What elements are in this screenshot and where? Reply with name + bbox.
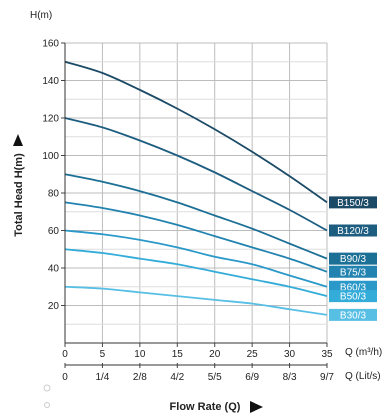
y-tick-label: 60 bbox=[48, 226, 60, 237]
series-label: B50/3 bbox=[329, 290, 377, 303]
series-line bbox=[64, 285, 328, 316]
x-tick-label: 5 bbox=[100, 349, 106, 360]
x-tick-label-secondary: 5/5 bbox=[208, 372, 222, 383]
decorative-dot-icon bbox=[44, 402, 50, 408]
x-tick-label: 0 bbox=[62, 349, 68, 360]
series-lines bbox=[64, 60, 328, 316]
series-label-text: B120/3 bbox=[337, 226, 369, 237]
x-tick-label: 20 bbox=[209, 349, 221, 360]
x-tick-label: 25 bbox=[247, 349, 259, 360]
series-label-box bbox=[329, 196, 377, 209]
series-label: B150/3 bbox=[329, 196, 377, 209]
y-unit-label: H(m) bbox=[30, 10, 52, 21]
series-label-box bbox=[329, 224, 377, 237]
grid-lines bbox=[64, 42, 328, 344]
series-label-box bbox=[329, 280, 377, 293]
series-line bbox=[64, 201, 328, 273]
axes bbox=[61, 42, 328, 368]
x-tick-label: 30 bbox=[284, 349, 296, 360]
tick-labels: 0 0 5 1/4 10 2/8 15 4/2 20 5/5 25 6/9 30 8/3 35 9/7 20 40… bbox=[42, 39, 334, 384]
series-label-box bbox=[329, 265, 377, 278]
x-tick-label-secondary: 8/3 bbox=[283, 372, 297, 383]
x-unit-label-m3h: Q (m³/h) bbox=[345, 347, 382, 358]
x-tick-label-secondary: 0 bbox=[62, 372, 68, 383]
y-tick-label: 100 bbox=[42, 151, 59, 162]
series-label: B120/3 bbox=[329, 224, 377, 237]
x-unit-label-lits: Q (Lit/s) bbox=[345, 371, 381, 382]
x-tick-label-secondary: 4/2 bbox=[170, 372, 184, 383]
y-tick-label: 140 bbox=[42, 76, 59, 87]
series-label: B75/3 bbox=[329, 265, 377, 278]
series-line bbox=[64, 173, 328, 260]
x-tick-label-secondary: 9/7 bbox=[320, 372, 334, 383]
series-line bbox=[64, 117, 328, 232]
series-label-box bbox=[329, 252, 377, 265]
y-tick-label: 120 bbox=[42, 114, 59, 125]
y-tick-label: 80 bbox=[48, 189, 60, 200]
series-label-text: B50/3 bbox=[340, 292, 367, 303]
series-label: B30/3 bbox=[329, 308, 377, 321]
series-line bbox=[64, 229, 328, 288]
x-axis-arrow-icon bbox=[250, 401, 263, 413]
series-label-box bbox=[329, 290, 377, 303]
series-line bbox=[64, 248, 328, 297]
series-line bbox=[64, 60, 328, 204]
series-label-text: B150/3 bbox=[337, 198, 369, 209]
x-tick-label-secondary: 2/8 bbox=[133, 372, 147, 383]
y-axis-arrow-icon bbox=[13, 134, 23, 146]
series-label-text: B90/3 bbox=[340, 254, 367, 265]
x-tick-label: 10 bbox=[134, 349, 146, 360]
x-tick-label: 35 bbox=[321, 349, 333, 360]
y-axis-title: Total Head H(m) bbox=[13, 153, 25, 237]
series-label: B60/3 bbox=[329, 280, 377, 293]
decorative-dot-icon bbox=[43, 384, 51, 392]
x-tick-label: 15 bbox=[172, 349, 184, 360]
series-label: B90/3 bbox=[329, 252, 377, 265]
y-tick-label: 20 bbox=[48, 301, 60, 312]
series-label-box bbox=[329, 308, 377, 321]
x-axis-title: Flow Rate (Q) bbox=[170, 401, 241, 413]
y-tick-label: 40 bbox=[48, 264, 60, 275]
x-tick-label-secondary: 1/4 bbox=[95, 372, 109, 383]
series-label-text: B60/3 bbox=[340, 282, 367, 293]
y-tick-label: 160 bbox=[42, 39, 59, 50]
series-label-text: B75/3 bbox=[340, 267, 367, 278]
series-label-text: B30/3 bbox=[340, 310, 367, 321]
x-tick-label-secondary: 6/9 bbox=[245, 372, 259, 383]
